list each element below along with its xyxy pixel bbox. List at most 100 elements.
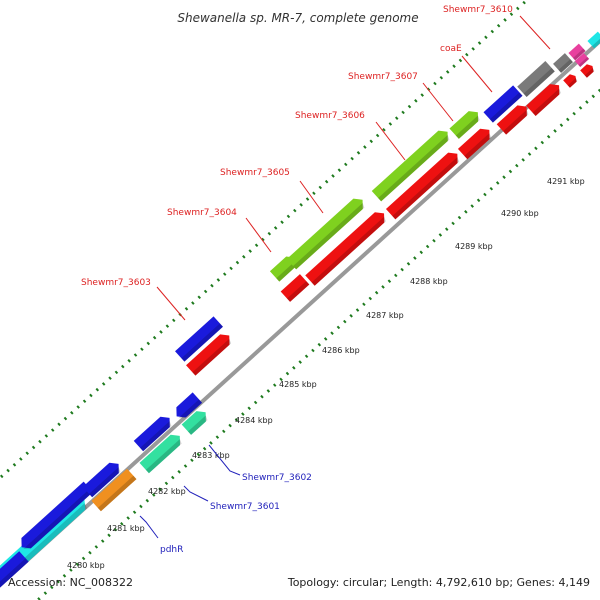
kbp-label: 4290 kbp bbox=[501, 209, 539, 218]
gene-blue bbox=[175, 316, 223, 362]
leader-line bbox=[156, 286, 186, 321]
gene-blue bbox=[483, 85, 523, 123]
tick-mark bbox=[559, 123, 564, 127]
tick-mark bbox=[521, 158, 525, 162]
tick-mark bbox=[439, 75, 444, 80]
tick-mark bbox=[305, 197, 310, 201]
tick-mark bbox=[433, 81, 437, 86]
tick-mark bbox=[108, 376, 112, 380]
tick-mark bbox=[465, 52, 469, 57]
tick-mark bbox=[425, 244, 430, 249]
tick-mark bbox=[292, 366, 296, 370]
tick-mark bbox=[272, 383, 277, 387]
tick-mark bbox=[293, 208, 297, 213]
tick-mark bbox=[63, 416, 68, 421]
tick-mark bbox=[222, 272, 227, 276]
tick-mark bbox=[273, 226, 278, 230]
tick-mark bbox=[177, 470, 181, 474]
genome-summary-text: Topology: circular; Length: 4,792,610 bp… bbox=[287, 576, 590, 589]
tick-mark bbox=[69, 568, 73, 572]
kbp-label: 4284 kbp bbox=[235, 416, 273, 425]
tick-mark bbox=[171, 475, 175, 480]
tick-mark bbox=[375, 133, 380, 138]
tick-mark bbox=[553, 129, 557, 133]
tick-mark bbox=[317, 342, 322, 347]
gene-green bbox=[269, 256, 298, 282]
tick-mark bbox=[158, 487, 162, 491]
tick-mark bbox=[401, 110, 405, 115]
tick-mark bbox=[50, 428, 55, 432]
kbp-label: 4282 kbp bbox=[148, 487, 186, 496]
tick-mark bbox=[120, 522, 124, 526]
tick-mark bbox=[489, 186, 494, 191]
tick-mark bbox=[133, 353, 138, 357]
tick-mark bbox=[210, 283, 214, 288]
tick-mark bbox=[100, 539, 105, 543]
tick-mark bbox=[349, 314, 353, 318]
tick-mark bbox=[88, 550, 92, 555]
tick-mark bbox=[483, 192, 487, 197]
gene-features bbox=[0, 31, 600, 600]
tick-mark bbox=[502, 175, 506, 179]
tick-mark bbox=[139, 504, 143, 509]
tick-mark bbox=[527, 152, 532, 156]
tick-mark bbox=[522, 0, 526, 5]
tick-mark bbox=[70, 411, 74, 415]
gene-gray bbox=[517, 61, 555, 97]
tick-mark bbox=[304, 354, 309, 359]
leader-line bbox=[208, 444, 241, 476]
gene-pink bbox=[568, 43, 586, 61]
gene-label: Shewmr7_3604 bbox=[167, 208, 237, 218]
tick-mark bbox=[540, 140, 545, 145]
tick-mark bbox=[267, 231, 272, 236]
tick-mark bbox=[382, 127, 386, 132]
tick-mark bbox=[419, 250, 423, 255]
tick-mark bbox=[235, 260, 240, 265]
tick-mark bbox=[432, 238, 436, 243]
tick-mark bbox=[477, 41, 482, 45]
tick-mark bbox=[330, 331, 334, 335]
gene-red bbox=[496, 105, 529, 135]
gene-label: pdhR bbox=[160, 545, 183, 555]
tick-mark bbox=[132, 510, 137, 515]
tick-mark bbox=[406, 262, 411, 266]
tick-mark bbox=[95, 387, 100, 392]
tick-mark bbox=[355, 308, 360, 312]
tick-mark bbox=[394, 116, 399, 120]
tick-mark bbox=[312, 191, 316, 196]
tick-mark bbox=[387, 279, 392, 283]
tick-mark bbox=[202, 446, 207, 451]
tick-mark bbox=[234, 418, 239, 422]
kbp-label: 4281 kbp bbox=[107, 524, 145, 533]
tick-mark bbox=[172, 318, 176, 323]
tick-mark bbox=[414, 99, 418, 103]
tick-mark bbox=[343, 319, 347, 324]
tick-mark bbox=[140, 347, 144, 352]
gene-label: Shewmr7_3607 bbox=[348, 72, 418, 82]
tick-mark bbox=[31, 445, 36, 450]
tick-mark bbox=[381, 285, 385, 289]
tick-mark bbox=[363, 145, 367, 149]
tick-mark bbox=[286, 214, 291, 219]
tick-mark bbox=[81, 556, 86, 561]
tick-mark bbox=[324, 179, 329, 184]
tick-mark bbox=[159, 330, 163, 334]
tick-mark bbox=[508, 169, 513, 174]
tick-mark bbox=[75, 562, 79, 567]
tick-mark bbox=[19, 457, 23, 461]
tick-mark bbox=[121, 364, 125, 369]
kbp-label: 4285 kbp bbox=[279, 380, 317, 389]
gene-label: Shewmr7_3610 bbox=[443, 5, 513, 15]
tick-mark bbox=[164, 481, 169, 486]
tick-mark bbox=[476, 198, 481, 203]
tick-mark bbox=[203, 289, 208, 294]
tick-mark bbox=[215, 435, 220, 439]
leader-line bbox=[183, 485, 209, 502]
gene-label: Shewmr7_3603 bbox=[81, 278, 151, 288]
tick-mark bbox=[336, 325, 341, 330]
tick-mark bbox=[585, 100, 589, 104]
tick-mark bbox=[369, 139, 373, 144]
tick-mark bbox=[490, 29, 495, 34]
